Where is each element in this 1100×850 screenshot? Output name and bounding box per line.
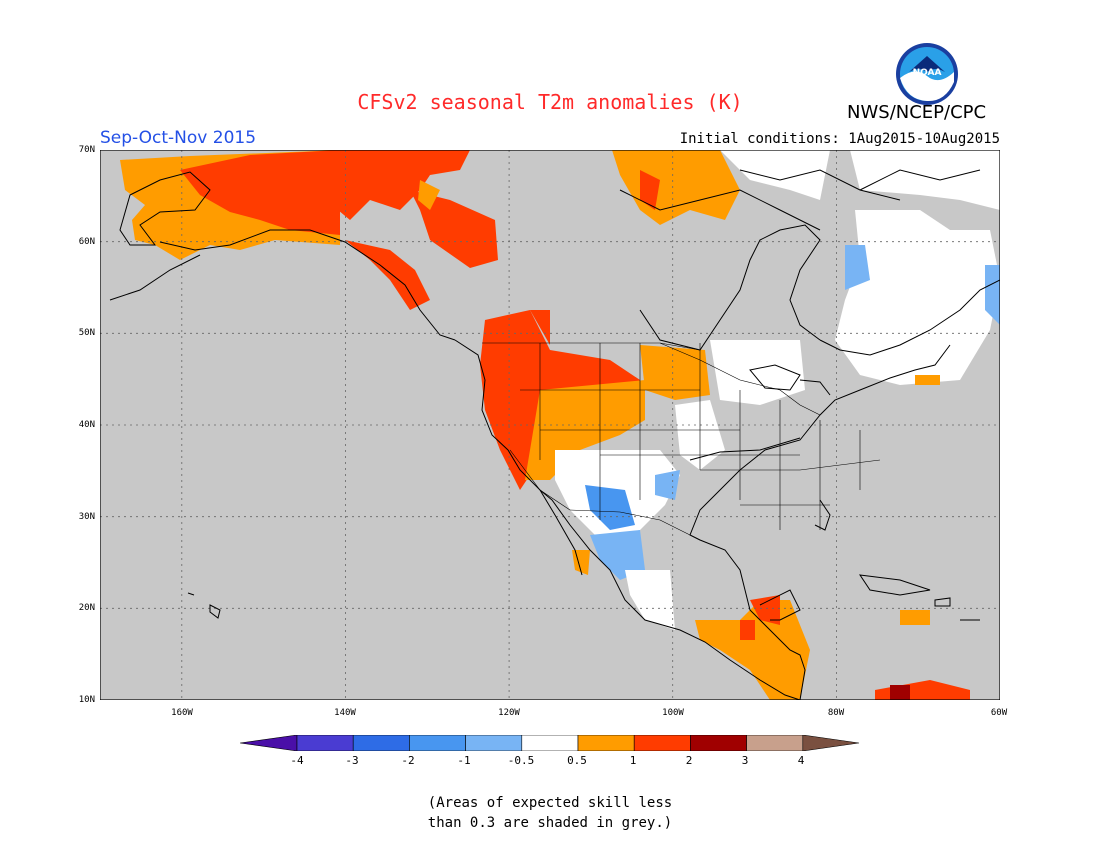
colorbar-segment xyxy=(521,734,579,752)
colorbar-segment xyxy=(409,734,466,752)
graticule xyxy=(100,150,1000,700)
lat-label-70n: 70N xyxy=(78,145,95,155)
colorbar-tick: -2 xyxy=(401,754,415,767)
colorbar-segment xyxy=(633,734,691,752)
skill-note-line2: than 0.3 are shaded in grey.) xyxy=(427,815,673,831)
lat-label-20n: 20N xyxy=(78,603,95,613)
colorbar-tick: -3 xyxy=(345,754,359,767)
colorbar xyxy=(239,734,860,755)
skill-note: (Areas of expected skill less than 0.3 a… xyxy=(0,793,1100,833)
logo-text: NOAA xyxy=(913,68,942,78)
lat-label-10n: 10N xyxy=(78,695,95,705)
lat-label-30n: 30N xyxy=(78,512,95,522)
colorbar-tick: -0.5 xyxy=(507,754,535,767)
colorbar-tick: 0.5 xyxy=(567,754,587,767)
colorbar-segment xyxy=(802,734,860,752)
chart-title: CFSv2 seasonal T2m anomalies (K) xyxy=(357,90,743,114)
lon-label-160w: 160W xyxy=(171,708,193,718)
lon-label-120w: 120W xyxy=(498,708,520,718)
anomaly-map xyxy=(99,149,1001,704)
colorbar-segment xyxy=(746,734,804,752)
colorbar-tick: 4 xyxy=(797,754,805,767)
lon-label-80w: 80W xyxy=(827,708,845,718)
colorbar-tick: 3 xyxy=(741,754,749,767)
noaa-logo: NOAA xyxy=(895,42,959,106)
colorbar-tick: 2 xyxy=(685,754,693,767)
agency-label: NWS/NCEP/CPC xyxy=(847,102,987,123)
colorbar-segment xyxy=(690,734,747,752)
colorbar-segment xyxy=(352,734,410,752)
lat-label-60n: 60N xyxy=(78,237,95,247)
anomaly-regions xyxy=(120,150,1000,700)
lon-label-140w: 140W xyxy=(334,708,356,718)
colorbar-segment xyxy=(296,734,354,752)
colorbar-segment xyxy=(577,734,635,752)
lat-label-50n: 50N xyxy=(78,328,95,338)
colorbar-tick: -4 xyxy=(290,754,304,767)
colorbar-segment xyxy=(465,734,523,752)
season-label: Sep-Oct-Nov 2015 xyxy=(100,128,257,148)
lon-label-100w: 100W xyxy=(662,708,684,718)
skill-note-line1: (Areas of expected skill less xyxy=(427,795,673,811)
colorbar-tick: 1 xyxy=(629,754,637,767)
political-boundaries xyxy=(482,342,881,541)
lon-label-60w: 60W xyxy=(990,708,1008,718)
colorbar-segment xyxy=(239,734,298,752)
colorbar-tick: -1 xyxy=(457,754,471,767)
lat-label-40n: 40N xyxy=(78,420,95,430)
initial-conditions-label: Initial conditions: 1Aug2015-10Aug2015 xyxy=(679,131,1000,147)
